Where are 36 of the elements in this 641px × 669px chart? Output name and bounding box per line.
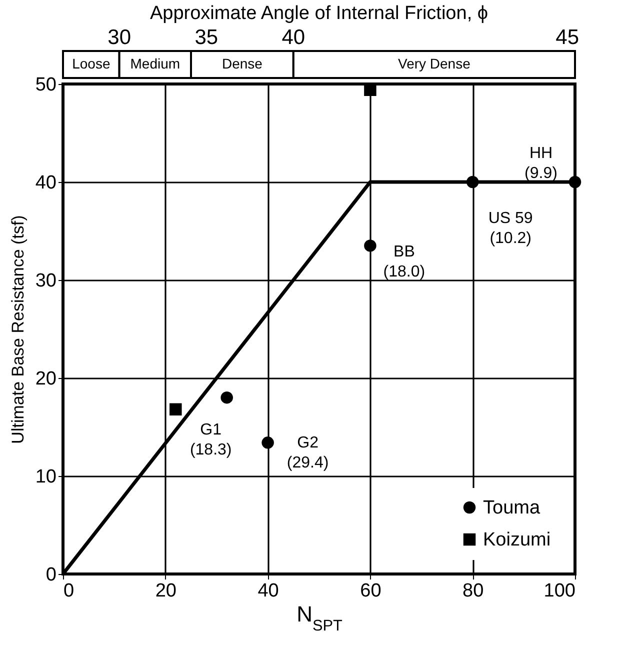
annotation: HH (9.9) bbox=[524, 145, 558, 182]
point bbox=[170, 403, 182, 416]
point bbox=[568, 176, 582, 188]
x2-axis-title: Approximate Angle of Internal Friction, ϕ bbox=[150, 3, 488, 24]
y-tick-label: 20 bbox=[35, 368, 56, 390]
text: 45 bbox=[556, 26, 579, 49]
x-tick-label: 20 bbox=[155, 580, 176, 602]
annotation: G1 (18.3) bbox=[190, 422, 232, 459]
x-axis-title: N$_{SPT}$ bbox=[296, 602, 344, 634]
text: Medium bbox=[130, 56, 180, 72]
y-tick-label: 40 bbox=[35, 172, 56, 194]
text: 40 bbox=[282, 26, 306, 49]
point bbox=[220, 391, 233, 404]
y-tick-label: 50 bbox=[35, 74, 56, 96]
y-tick-label: 30 bbox=[35, 270, 56, 292]
point bbox=[262, 436, 274, 449]
legend-label: Koizumi bbox=[483, 530, 551, 550]
text: Very Dense bbox=[398, 56, 471, 72]
point bbox=[466, 176, 479, 188]
text: Dense bbox=[222, 56, 263, 72]
x-tick-label: 60 bbox=[360, 580, 382, 602]
y-tick-label: 0 bbox=[46, 564, 56, 586]
text: Loose bbox=[72, 56, 110, 72]
x-tick-label: 80 bbox=[462, 580, 484, 602]
x-tick-label: 0 bbox=[64, 580, 74, 602]
point bbox=[364, 240, 376, 252]
x-tick-label: 100 bbox=[544, 580, 576, 602]
annotation: BB (18.0) bbox=[383, 244, 426, 281]
text: 35 bbox=[194, 26, 218, 49]
legend-label: Touma bbox=[483, 498, 540, 518]
annotation: G2 (29.4) bbox=[286, 434, 329, 472]
annotation: US 59 (10.2) bbox=[488, 210, 533, 247]
x-tick-label: 40 bbox=[258, 580, 279, 602]
text: 30 bbox=[108, 26, 131, 49]
y-tick-label: 10 bbox=[35, 466, 56, 488]
y-axis-title: Ultimate Base Resistance (tsf) bbox=[8, 215, 28, 444]
